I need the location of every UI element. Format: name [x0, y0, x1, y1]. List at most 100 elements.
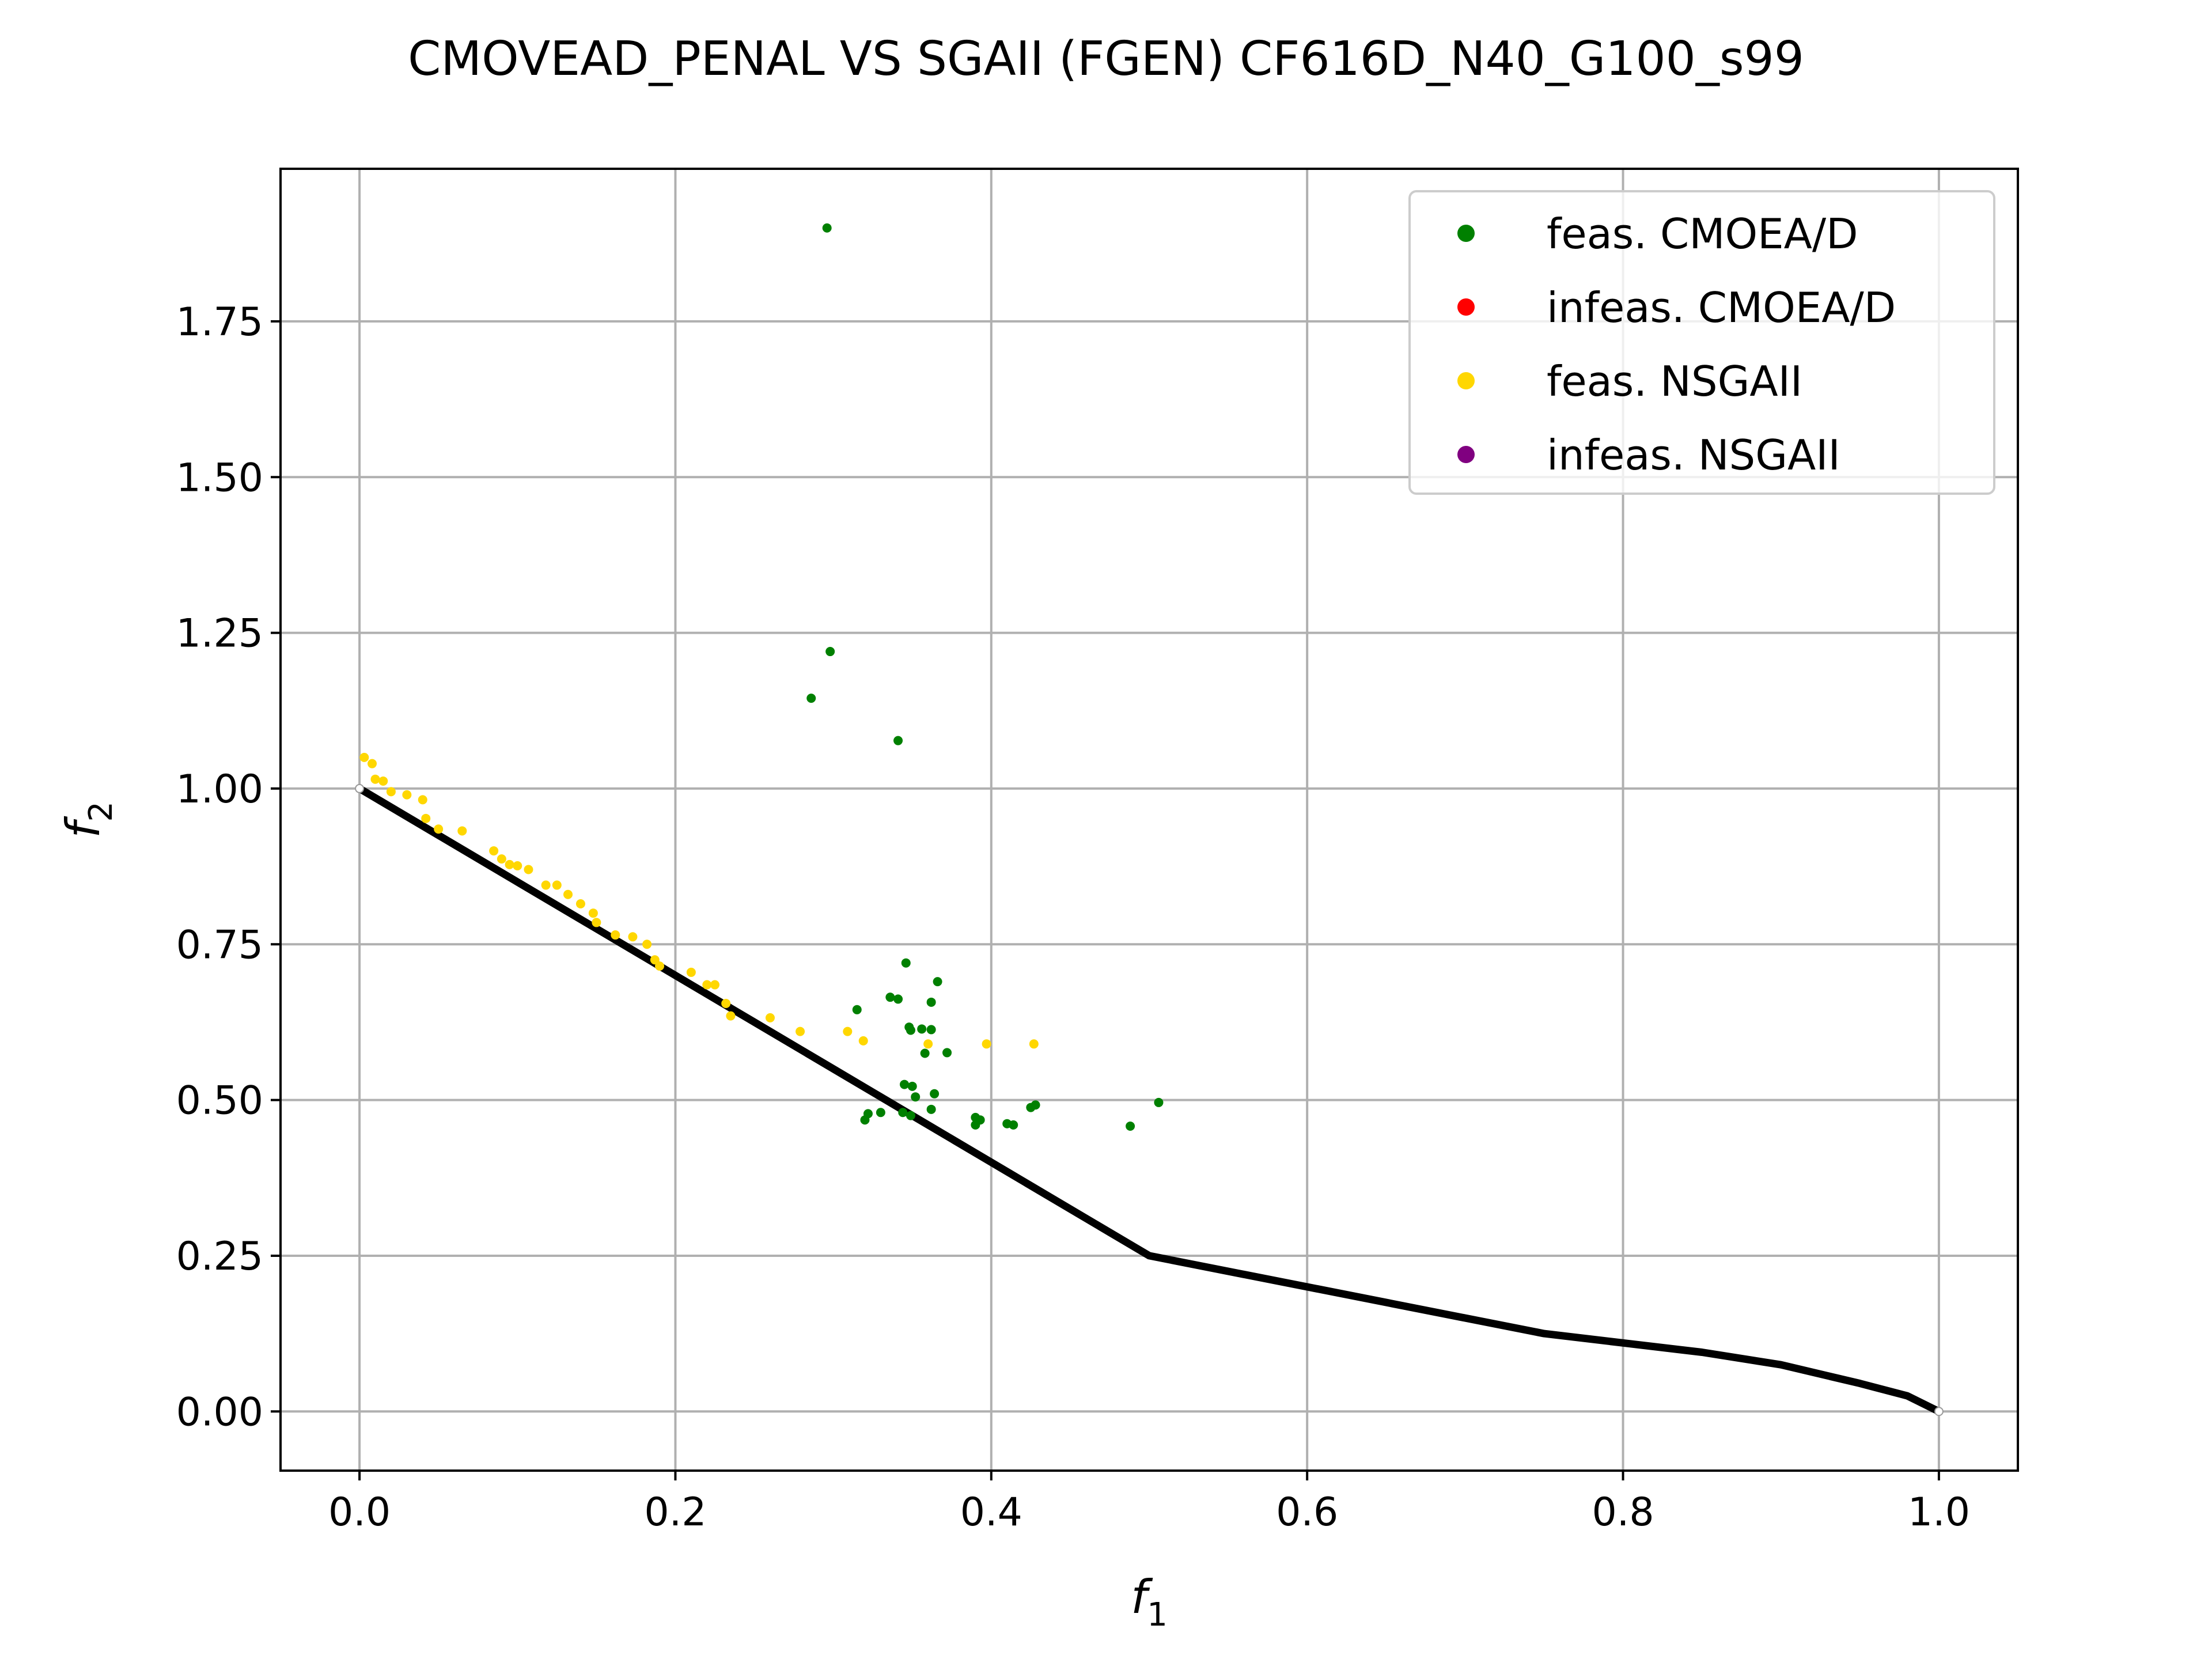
legend-label-infeas-nsgaii: infeas. NSGAII	[1547, 431, 1840, 479]
feas-nsgaii-point	[402, 790, 412, 800]
feas-nsgaii-point	[541, 880, 551, 890]
feas-nsgaii-point	[457, 826, 467, 836]
feas-cmoea-d-point	[933, 977, 942, 987]
feas-nsgaii-point	[552, 880, 562, 890]
y-axis-label-subscript: 2	[82, 801, 120, 822]
x-tick-label: 1.0	[1908, 1490, 1970, 1535]
legend-marker-infeas-cmoea-d	[1457, 298, 1475, 316]
feas-cmoea-d-point	[898, 1108, 908, 1118]
feas-nsgaii-point	[686, 967, 696, 977]
feas-nsgaii-point	[505, 859, 514, 869]
feas-nsgaii-point	[1029, 1039, 1039, 1049]
feas-cmoea-d-point	[860, 1115, 870, 1125]
x-tick-label: 0.4	[960, 1490, 1022, 1535]
y-tick-label: 0.75	[176, 922, 263, 968]
feas-cmoea-d-point	[893, 994, 903, 1004]
x-tick-label: 0.0	[328, 1490, 391, 1535]
feas-nsgaii-point	[497, 854, 506, 864]
feas-cmoea-d-point	[930, 1089, 940, 1099]
feas-nsgaii-point	[628, 932, 638, 942]
legend-marker-feas-cmoea-d	[1457, 225, 1475, 242]
legend-marker-feas-nsgaii	[1457, 372, 1475, 389]
x-tick-label: 0.6	[1276, 1490, 1338, 1535]
feas-cmoea-d-point	[876, 1108, 885, 1118]
feas-cmoea-d-point	[1031, 1100, 1040, 1110]
feas-nsgaii-point	[370, 774, 380, 784]
feas-cmoea-d-point	[901, 958, 911, 968]
pareto-front	[355, 783, 1944, 1416]
y-tick-label: 0.25	[176, 1234, 263, 1279]
y-tick-label: 0.50	[176, 1078, 263, 1124]
grid	[281, 169, 2018, 1471]
y-tick-label: 1.25	[176, 611, 263, 657]
feas-nsgaii-point	[575, 899, 585, 908]
feas-cmoea-d-point	[917, 1024, 927, 1034]
feas-nsgaii-point	[702, 980, 712, 990]
legend-label-infeas-cmoea-d: infeas. CMOEA/D	[1547, 283, 1896, 332]
feas-cmoea-d-point	[825, 647, 835, 657]
feas-nsgaii-point	[982, 1039, 991, 1049]
feas-nsgaii-point	[796, 1027, 805, 1036]
feas-cmoea-d-point	[942, 1048, 952, 1058]
feas-nsgaii-point	[726, 1011, 736, 1021]
front-endpoint	[355, 783, 365, 793]
feas-cmoea-d-point	[920, 1048, 930, 1058]
feas-nsgaii-point	[721, 998, 731, 1008]
feas-cmoea-d-point	[1154, 1097, 1164, 1107]
feas-nsgaii-point	[655, 961, 665, 971]
feas-nsgaii-point	[563, 889, 573, 899]
y-tick-label: 0.00	[176, 1389, 263, 1435]
y-tick-label: 1.00	[176, 767, 263, 812]
feas-nsgaii-point	[588, 908, 598, 918]
feas-cmoea-d-point	[885, 993, 895, 1002]
feas-nsgaii-point	[378, 776, 388, 786]
feas-nsgaii-point	[642, 940, 652, 949]
feas-cmoea-d-point	[926, 1104, 936, 1114]
feas-cmoea-d-point	[822, 223, 832, 233]
feas-nsgaii-point	[592, 918, 601, 927]
feas-nsgaii-point	[489, 846, 499, 856]
feas-nsgaii-point	[843, 1027, 853, 1036]
chart-title: CMOVEAD_PENAL VS SGAII (FGEN) CF616D_N40…	[408, 32, 1804, 86]
y-tick-label: 1.75	[176, 300, 263, 345]
feas-nsgaii-point	[421, 813, 431, 823]
feas-nsgaii-point	[368, 759, 377, 768]
feas-cmoea-d-point	[806, 694, 816, 703]
feas-nsgaii-point	[418, 795, 427, 805]
feas-cmoea-d-point	[906, 1111, 915, 1120]
feas-nsgaii-point	[611, 930, 620, 940]
front-endpoint	[1934, 1407, 1944, 1416]
x-tick-label: 0.2	[644, 1490, 706, 1535]
legend-label-feas-nsgaii: feas. NSGAII	[1547, 357, 1802, 406]
feas-nsgaii-point	[513, 861, 522, 871]
feas-cmoea-d-point	[926, 1025, 936, 1035]
feas-cmoea-d-point	[971, 1120, 980, 1130]
feas-cmoea-d-point	[1009, 1120, 1018, 1130]
feas-cmoea-d-point	[907, 1081, 917, 1091]
feas-cmoea-d-point	[926, 997, 936, 1007]
feas-nsgaii-point	[765, 1013, 775, 1022]
plot-frame	[279, 168, 2019, 1472]
legend-label-feas-cmoea-d: feas. CMOEA/D	[1547, 210, 1858, 258]
legend-marker-infeas-nsgaii	[1457, 446, 1475, 463]
feas-nsgaii-point	[858, 1036, 868, 1046]
feas-cmoea-d-point	[911, 1092, 921, 1102]
data-points	[359, 223, 1164, 1131]
x-axis-label-subscript: 1	[1147, 1596, 1168, 1634]
feas-nsgaii-point	[650, 955, 660, 965]
feas-nsgaii-point	[386, 787, 396, 797]
feas-nsgaii-point	[923, 1039, 933, 1049]
legend: feas. CMOEA/D infeas. CMOEA/D feas. NSGAII…	[1408, 190, 1995, 495]
feas-cmoea-d-point	[906, 1025, 915, 1035]
feas-cmoea-d-point	[900, 1080, 910, 1089]
y-tick-label: 1.50	[176, 455, 263, 501]
feas-cmoea-d-point	[1126, 1122, 1135, 1131]
feas-cmoea-d-point	[852, 1005, 862, 1014]
feas-nsgaii-point	[434, 824, 444, 834]
feas-nsgaii-point	[359, 752, 369, 762]
pareto-front-line	[355, 785, 1943, 1415]
axis-ticks: 0.0 0.2 0.4 0.6 0.8 1.0 0.00 0.25 0.50 0.75 1.00 1.…	[176, 300, 1970, 1535]
feas-nsgaii-point	[710, 980, 719, 990]
legend-box	[1408, 190, 1995, 495]
